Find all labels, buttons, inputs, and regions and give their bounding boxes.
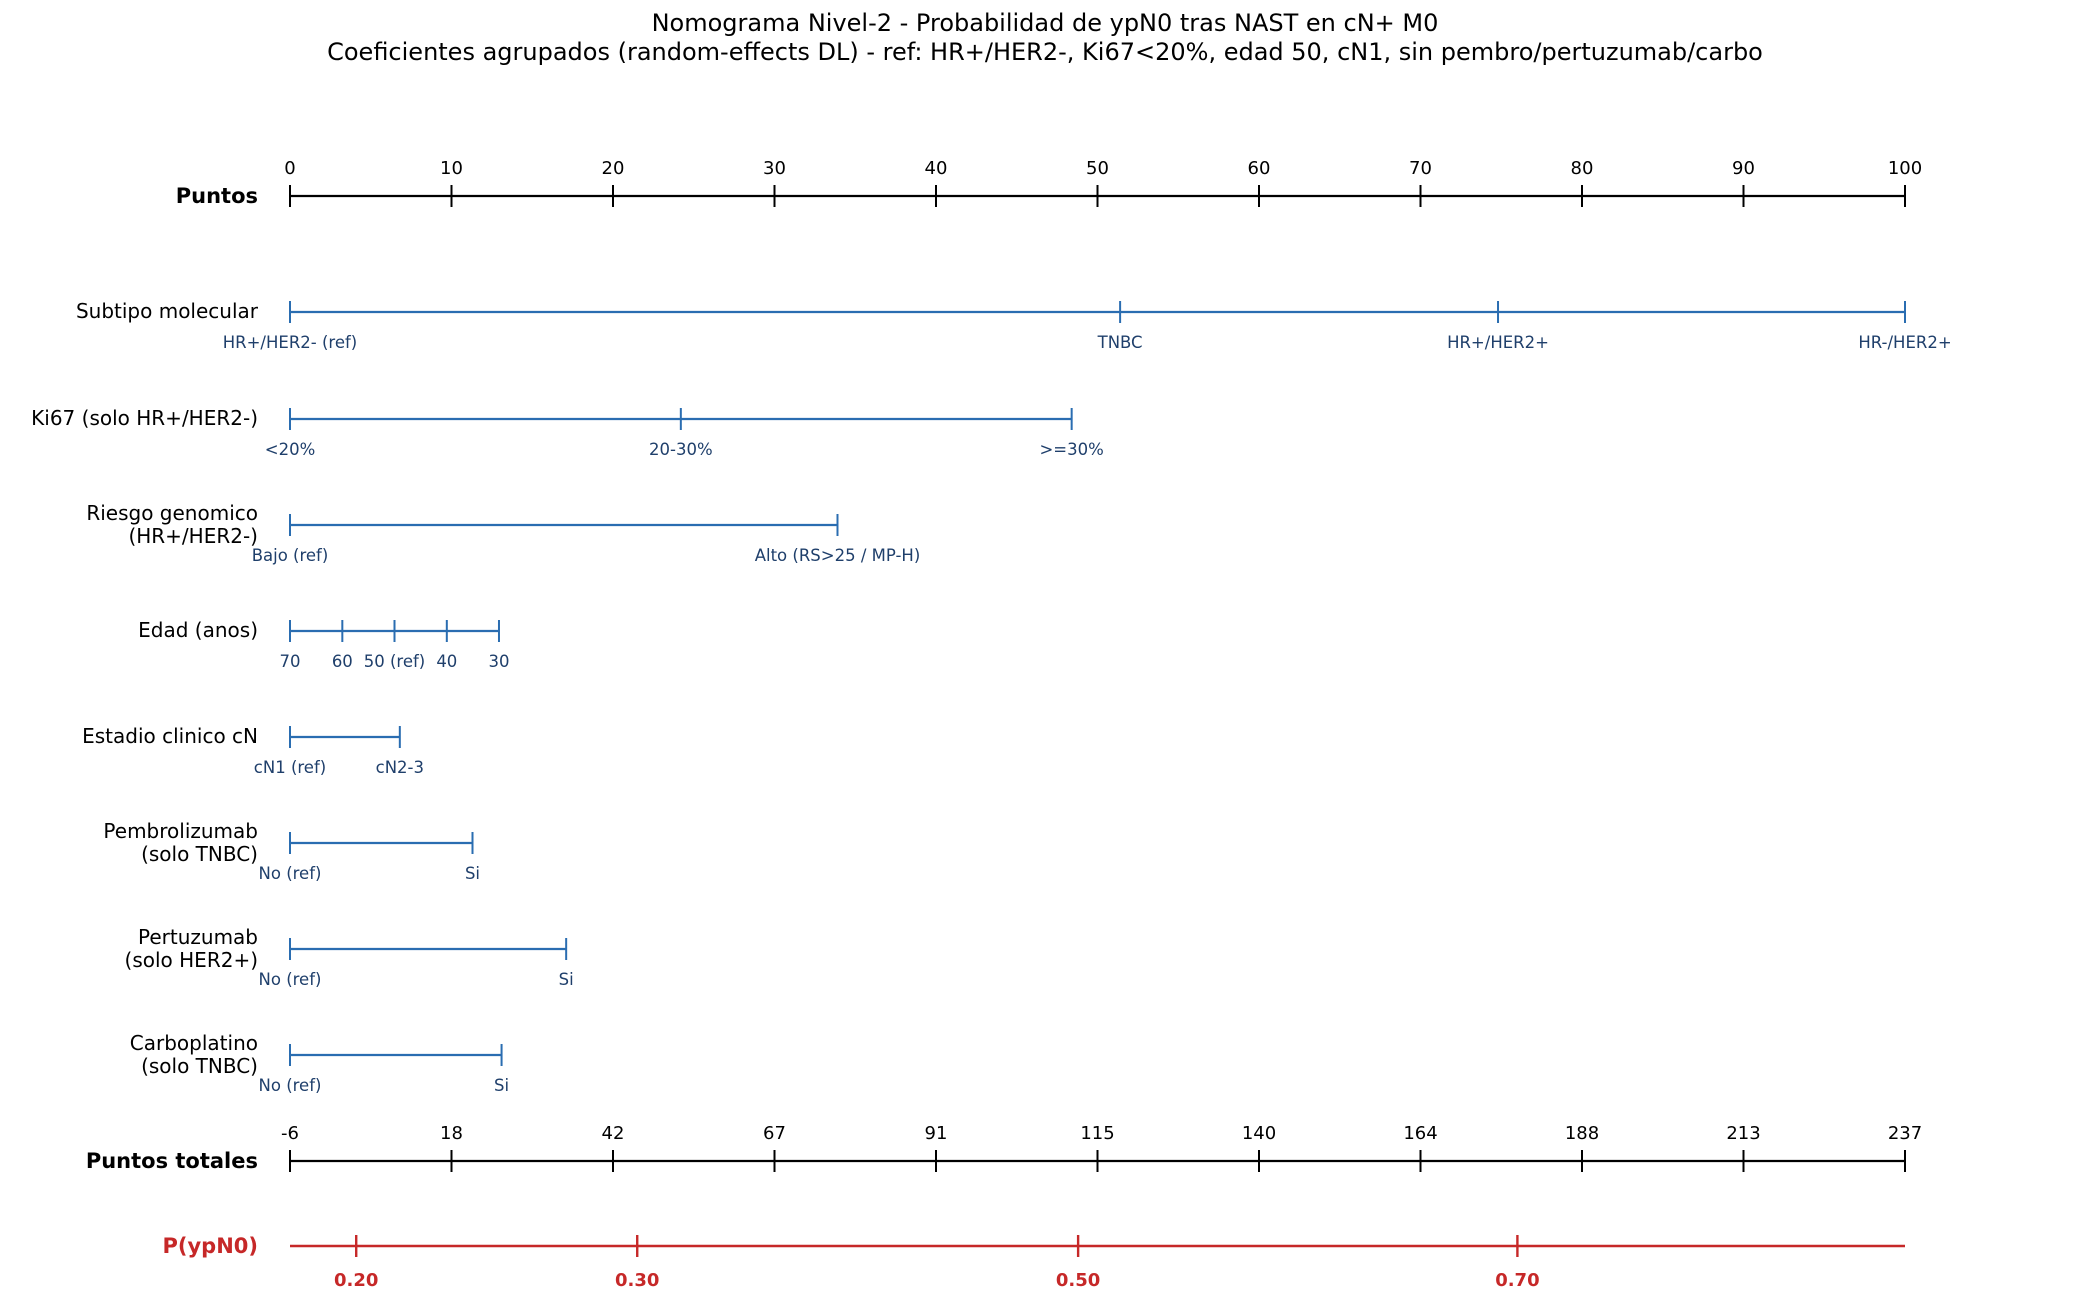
chart-subtitle: Coeficientes agrupados (random-effects D… <box>327 38 1763 66</box>
points-axis-tick-label: 40 <box>925 158 948 179</box>
predictor-sublabel-pertuzumab: (solo HER2+) <box>125 948 258 972</box>
predictor-level-label: No (ref) <box>259 1076 322 1095</box>
probability-axis-tick-label: 0.30 <box>615 1270 659 1291</box>
points-axis-tick-label: 60 <box>1248 158 1271 179</box>
points-axis-tick-label: 20 <box>602 158 625 179</box>
predictor-label-carboplatino: Carboplatino <box>130 1031 258 1055</box>
predictor-level-label: Alto (RS>25 / MP-H) <box>755 546 921 565</box>
predictor-level-label: Bajo (ref) <box>252 546 329 565</box>
points-axis-label: Puntos <box>176 184 258 208</box>
predictor-label-riesgo-genomico: Riesgo genomico <box>86 501 258 525</box>
probability-axis-label: P(ypN0) <box>163 1234 259 1258</box>
predictor-sublabel-pembrolizumab: (solo TNBC) <box>141 842 258 866</box>
total-points-axis-tick-label: 213 <box>1726 1123 1760 1144</box>
predictor-label-pembrolizumab: Pembrolizumab <box>103 819 258 843</box>
predictor-level-label: cN1 (ref) <box>254 758 326 777</box>
total-points-axis-tick-label: 91 <box>925 1123 948 1144</box>
predictor-level-label: 60 <box>332 652 353 671</box>
points-axis-tick-label: 0 <box>284 158 295 179</box>
points-axis-tick-label: 50 <box>1086 158 1109 179</box>
total-points-axis-tick-label: -6 <box>281 1123 299 1144</box>
points-axis-tick-label: 30 <box>763 158 786 179</box>
total-points-axis-tick-label: 237 <box>1888 1123 1922 1144</box>
predictor-level-label: TNBC <box>1097 333 1143 352</box>
chart-title: Nomograma Nivel-2 - Probabilidad de ypN0… <box>652 9 1439 37</box>
total-points-axis-tick-label: 164 <box>1403 1123 1437 1144</box>
predictor-level-label: 70 <box>280 652 301 671</box>
predictor-level-label: <20% <box>265 440 316 459</box>
predictor-level-label: No (ref) <box>259 970 322 989</box>
predictor-level-label: 30 <box>488 652 509 671</box>
probability-axis-tick-label: 0.70 <box>1495 1270 1539 1291</box>
predictor-level-label: 50 (ref) <box>364 652 426 671</box>
total-points-axis-label: Puntos totales <box>86 1149 258 1173</box>
total-points-axis-tick-label: 188 <box>1565 1123 1599 1144</box>
predictor-level-label: 40 <box>436 652 457 671</box>
predictor-level-label: HR+/HER2+ <box>1447 333 1549 352</box>
predictor-sublabel-carboplatino: (solo TNBC) <box>141 1054 258 1078</box>
predictor-level-label: HR+/HER2- (ref) <box>223 333 358 352</box>
predictor-label-edad-anos: Edad (anos) <box>138 618 258 642</box>
total-points-axis-tick-label: 18 <box>440 1123 463 1144</box>
points-axis-tick-label: 70 <box>1409 158 1432 179</box>
points-axis-tick-label: 10 <box>440 158 463 179</box>
total-points-axis-tick-label: 115 <box>1080 1123 1114 1144</box>
predictor-label-ki67-solo-hr-her2: Ki67 (solo HR+/HER2-) <box>31 406 258 430</box>
predictor-sublabel-riesgo-genomico: (HR+/HER2-) <box>128 524 258 548</box>
predictor-label-subtipo-molecular: Subtipo molecular <box>76 299 259 323</box>
probability-axis-tick-label: 0.50 <box>1056 1270 1100 1291</box>
probability-axis-tick-label: 0.20 <box>334 1270 378 1291</box>
points-axis-tick-label: 90 <box>1732 158 1755 179</box>
predictor-level-label: 20-30% <box>649 440 713 459</box>
predictor-level-label: Si <box>559 970 574 989</box>
total-points-axis-tick-label: 42 <box>602 1123 625 1144</box>
nomogram-plot-area: Puntos 0 10 20 30 40 50 60 70 80 90 100 Subtipo mole… <box>31 158 1952 1291</box>
predictor-level-label: >=30% <box>1039 440 1103 459</box>
points-axis-tick-label: 100 <box>1888 158 1922 179</box>
predictor-label-estadio-clinico-cn: Estadio clinico cN <box>82 724 258 748</box>
points-axis-tick-label: 80 <box>1571 158 1594 179</box>
predictor-level-label: HR-/HER2+ <box>1858 333 1951 352</box>
predictor-level-label: Si <box>465 864 480 883</box>
predictor-level-label: cN2-3 <box>376 758 424 777</box>
predictor-level-label: No (ref) <box>259 864 322 883</box>
predictor-label-pertuzumab: Pertuzumab <box>138 925 258 949</box>
predictor-level-label: Si <box>494 1076 509 1095</box>
total-points-axis-tick-label: 140 <box>1242 1123 1276 1144</box>
total-points-axis-tick-label: 67 <box>763 1123 786 1144</box>
